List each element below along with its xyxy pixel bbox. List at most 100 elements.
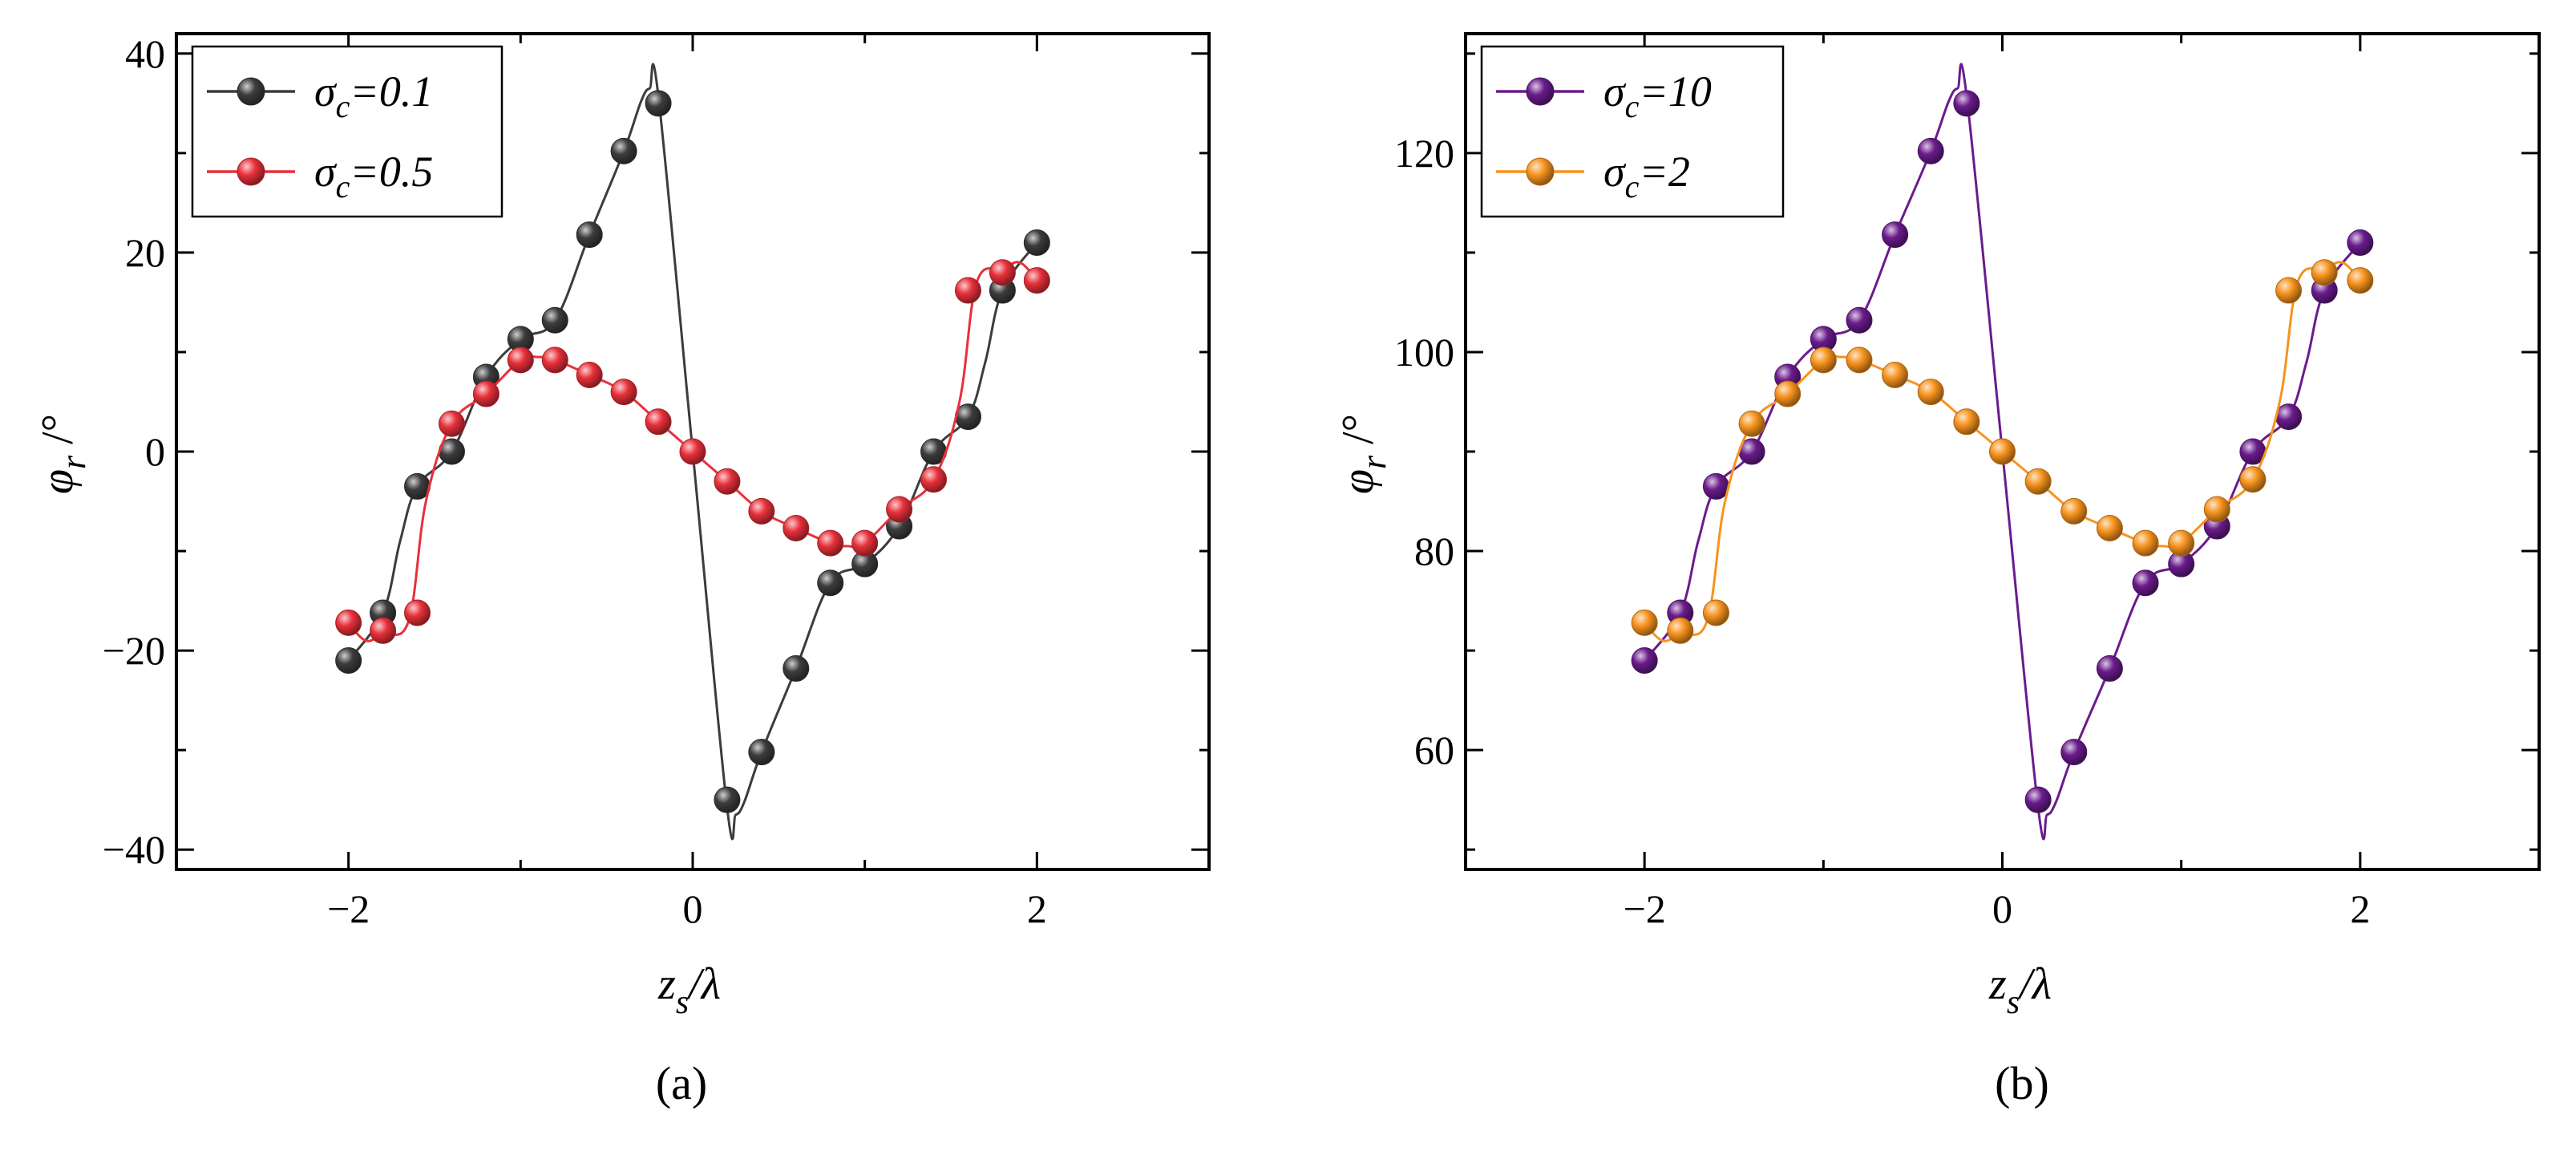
legend-marker <box>1526 77 1555 106</box>
legend-label: σc=0.1 <box>314 67 433 124</box>
data-point-1 <box>576 361 603 388</box>
y-tick-label: 100 <box>1394 330 1454 375</box>
y-axis-label: φr /° <box>1333 414 1393 494</box>
y-tick-label: 40 <box>125 31 165 76</box>
legend-label-sub: c <box>336 168 350 205</box>
data-point-1 <box>2060 497 2088 525</box>
data-point-1 <box>610 379 637 406</box>
legend-label: σc=2 <box>1603 148 1690 205</box>
y-tick-label: −40 <box>103 827 165 872</box>
data-point-1 <box>714 468 741 495</box>
legend-marker <box>237 77 265 106</box>
legend-marker <box>1526 157 1555 186</box>
data-point-1 <box>335 609 362 636</box>
data-point-1 <box>2275 277 2303 304</box>
data-point-1 <box>2203 496 2230 523</box>
data-point-0 <box>1702 472 1729 500</box>
data-point-1 <box>920 466 948 493</box>
data-point-1 <box>2168 529 2195 557</box>
legend-label-rest: =2 <box>1639 148 1689 196</box>
data-point-1 <box>370 617 397 644</box>
data-point-1 <box>679 438 706 465</box>
data-point-0 <box>645 90 672 117</box>
data-point-1 <box>1631 609 1658 636</box>
data-point-1 <box>1774 380 1802 407</box>
legend-marker <box>237 157 265 186</box>
data-point-1 <box>817 529 844 557</box>
data-point-1 <box>2132 529 2159 557</box>
panel-label: (a) <box>656 1057 707 1109</box>
data-point-1 <box>1702 599 1729 626</box>
data-point-0 <box>1882 221 1909 249</box>
data-point-0 <box>335 647 362 674</box>
legend-box <box>1480 45 1785 218</box>
x-axis-label-rest: /λ <box>686 959 721 1009</box>
x-tick-label: 2 <box>2350 886 2370 931</box>
y-axis-label-sub: r <box>1354 455 1393 469</box>
data-point-0 <box>1023 229 1050 256</box>
x-tick-label: 0 <box>1992 886 2012 931</box>
data-point-1 <box>989 259 1016 286</box>
data-point-1 <box>783 515 810 542</box>
y-axis-label-unit: /° <box>33 414 83 456</box>
data-point-0 <box>714 786 741 813</box>
data-point-1 <box>404 599 431 626</box>
data-point-1 <box>1917 379 1944 406</box>
data-point-1 <box>1989 438 2016 465</box>
data-point-1 <box>2096 515 2123 542</box>
legend-label: σc=0.5 <box>314 148 433 205</box>
legend-label-sub: c <box>1625 168 1640 205</box>
data-point-0 <box>2275 403 2303 431</box>
data-point-0 <box>817 569 844 597</box>
y-tick-label: 20 <box>125 230 165 275</box>
data-point-1 <box>2311 259 2338 286</box>
x-tick-label: 0 <box>683 886 703 931</box>
y-tick-label: 120 <box>1394 131 1454 176</box>
data-point-0 <box>783 655 810 682</box>
x-axis-label: zs/λ <box>1988 959 2052 1021</box>
x-axis-label-rest: /λ <box>2017 959 2052 1009</box>
data-point-0 <box>576 221 603 249</box>
x-axis-label-sub: s <box>676 984 689 1021</box>
data-point-1 <box>851 529 879 557</box>
data-point-0 <box>2347 229 2374 256</box>
data-point-1 <box>438 410 465 437</box>
data-point-1 <box>1810 347 1837 374</box>
legend-label-rest: =0.1 <box>350 67 433 116</box>
y-axis-label-main: φ <box>33 469 83 494</box>
data-point-1 <box>1738 410 1765 437</box>
legend-label-sub: c <box>336 88 350 124</box>
data-point-0 <box>2132 569 2159 597</box>
x-tick-label: 2 <box>1027 886 1047 931</box>
y-tick-label: −20 <box>103 628 165 673</box>
x-axis-label: zs/λ <box>657 959 721 1021</box>
x-tick-label: −2 <box>327 886 370 931</box>
y-tick-label: 0 <box>145 429 165 474</box>
legend-box <box>191 45 503 218</box>
data-point-0 <box>1846 306 1873 334</box>
data-point-1 <box>541 347 568 374</box>
data-point-1 <box>2239 466 2267 493</box>
data-point-1 <box>2347 267 2374 294</box>
legend-label-rest: =0.5 <box>350 148 433 196</box>
legend-label-base: σ <box>1603 67 1627 116</box>
data-point-0 <box>610 137 637 164</box>
y-axis-label-sub: r <box>54 455 93 469</box>
data-point-0 <box>541 306 568 334</box>
data-point-1 <box>2024 468 2052 495</box>
data-point-0 <box>748 739 775 766</box>
data-point-0 <box>1631 647 1658 674</box>
y-axis-label-main: φ <box>1333 469 1383 494</box>
data-point-1 <box>472 380 499 407</box>
data-point-1 <box>1667 617 1694 644</box>
data-point-1 <box>1846 347 1873 374</box>
data-point-1 <box>645 408 672 436</box>
y-tick-label: 80 <box>1414 529 1454 573</box>
data-point-1 <box>954 277 981 304</box>
x-axis-label-sub: s <box>2007 984 2020 1021</box>
data-point-1 <box>1953 408 1980 436</box>
data-point-0 <box>2096 655 2123 682</box>
legend-label-base: σ <box>314 67 338 116</box>
data-point-0 <box>1953 90 1980 117</box>
